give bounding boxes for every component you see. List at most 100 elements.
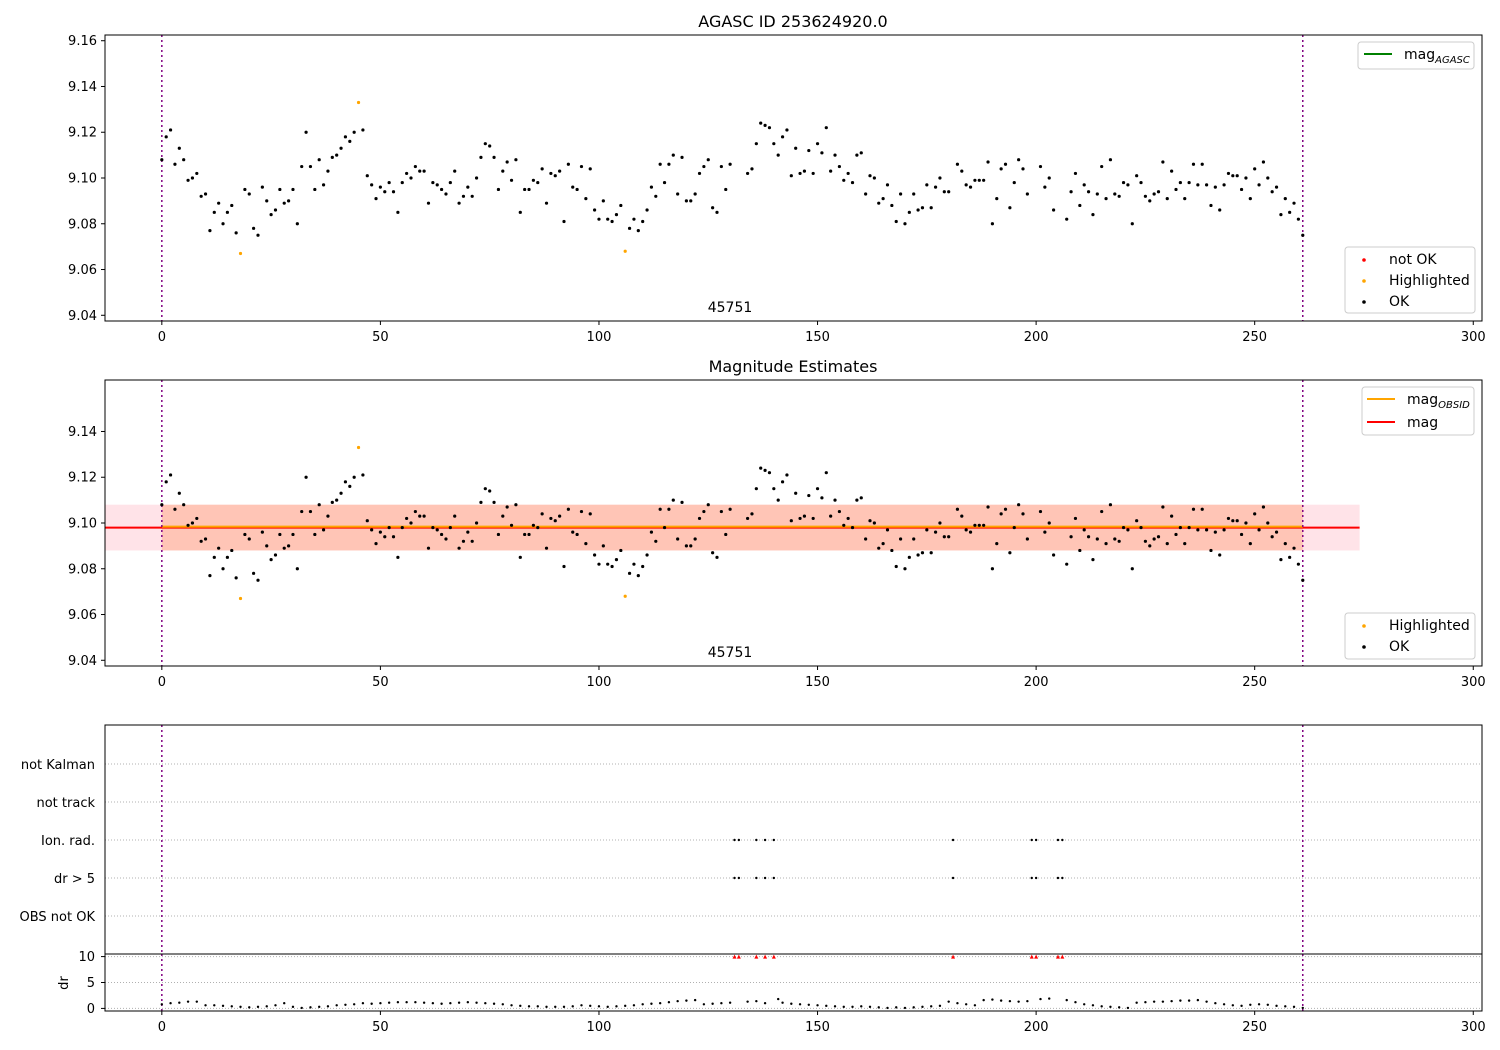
point-ok [479,500,483,505]
point-ok [1012,180,1016,185]
dr-point [519,1004,522,1008]
point-ok [1239,187,1244,192]
point-ok [536,525,540,530]
point-ok [706,503,710,507]
dr-point [204,1004,207,1007]
point-ok [1069,535,1073,539]
dr-point [1039,997,1042,1001]
point-ok [1156,535,1161,539]
dr-outlier-marker [951,954,956,959]
point-ok [540,512,544,516]
dr-point [1144,1000,1147,1004]
point-ok [409,521,413,525]
dr-point [291,1005,295,1009]
point-ok [684,544,689,548]
point-ok [802,514,807,518]
point-ok [1279,558,1283,562]
point-ok [1226,171,1231,176]
dr-point [597,1005,601,1008]
point-ok [724,187,728,192]
point-ok [833,153,837,157]
x-tick-label: 50 [372,1020,389,1035]
point-ok [1209,548,1213,553]
panel-estimates-marks [105,380,1360,666]
point-ok [361,128,365,132]
point-ok [514,503,518,507]
point-ok [693,192,697,196]
point-ok [750,512,754,516]
point-ok [431,180,435,185]
point-ok [1025,537,1029,541]
point-ok [496,187,501,192]
point-ok [606,562,610,566]
point-ok [1261,505,1266,509]
point-ok [164,480,168,484]
point-ok [824,126,828,130]
point-ok [558,514,562,518]
flag-label-dr-gt-5: dr > 5 [54,872,95,887]
dr-point [825,1004,828,1008]
point-ok [287,544,291,548]
point-ok [265,544,269,548]
point-ok [1121,180,1126,185]
dr-axis-label: dr [57,976,72,990]
point-ok [872,521,876,525]
y-tick-label: 9.16 [68,34,97,49]
y-tick-label: 0 [87,1002,95,1017]
panel-estimates-legend-lines: magOBSID mag [1361,386,1475,436]
point-ok [759,466,763,470]
point-ok [1296,217,1300,221]
point-ok [960,169,964,173]
point-ok [885,183,890,187]
dr-point [999,999,1003,1002]
point-ok [689,199,693,203]
dr-point [1065,998,1068,1002]
x-tick-label: 150 [805,1020,830,1035]
point-ok [641,219,645,224]
x-tick-label: 250 [1242,675,1267,690]
dr-point [938,1004,942,1008]
point-ok [794,146,798,150]
point-ok [1069,190,1073,194]
point-ok [654,539,658,543]
point-ok [1148,199,1152,203]
point-ok [968,185,973,189]
point-ok [1288,555,1292,559]
point-ok [492,155,496,160]
point-ok [182,503,186,507]
point-ok [330,500,334,505]
point-ok [365,174,369,178]
legend-label-mag-agasc-main: mag [1404,47,1435,63]
point-ok [518,555,522,559]
point-ok [1218,553,1222,557]
point-ok [632,562,636,566]
point-ok [1270,190,1274,194]
point-ok [295,567,299,571]
point-ok [1283,541,1287,546]
point-ok [1104,196,1108,201]
dr-point [352,1003,356,1006]
point-ok [479,155,483,160]
point-ok [1135,174,1139,178]
dr-point [1266,1003,1270,1006]
point-ok [593,553,597,557]
point-ok [1222,528,1226,532]
flag-point [733,876,736,880]
legend-label-ok: OK [1389,294,1410,310]
point-ok [300,164,304,169]
point-ok [671,498,675,502]
point-ok [1065,562,1069,566]
point-ok [597,562,601,566]
point-ok [1200,507,1204,511]
point-ok [947,535,951,539]
flag-point [1061,838,1064,842]
point-ok [754,142,758,146]
dr-point [536,1005,539,1008]
dr-point [1257,1003,1261,1006]
point-ok [527,532,531,537]
point-ok [1082,528,1086,532]
point-ok [1191,162,1196,166]
point-ok [217,546,221,550]
point-ok [833,498,837,502]
point-ok [1257,183,1261,187]
